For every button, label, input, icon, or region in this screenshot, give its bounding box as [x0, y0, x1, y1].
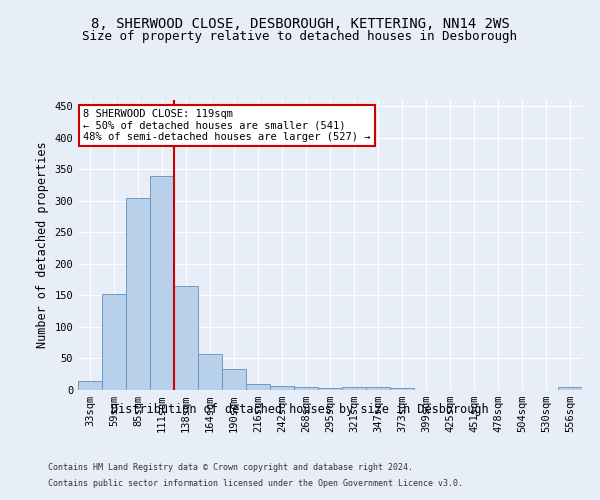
Y-axis label: Number of detached properties: Number of detached properties — [36, 142, 49, 348]
Text: 8, SHERWOOD CLOSE, DESBOROUGH, KETTERING, NN14 2WS: 8, SHERWOOD CLOSE, DESBOROUGH, KETTERING… — [91, 18, 509, 32]
Bar — [318, 388, 342, 390]
Text: Contains HM Land Registry data © Crown copyright and database right 2024.: Contains HM Land Registry data © Crown c… — [48, 464, 413, 472]
Bar — [126, 198, 150, 390]
Bar — [342, 387, 366, 390]
Bar — [222, 369, 246, 390]
Bar — [558, 388, 582, 390]
Bar — [174, 286, 198, 390]
Bar — [102, 294, 126, 390]
Bar — [294, 387, 318, 390]
Bar — [246, 384, 270, 390]
Text: 8 SHERWOOD CLOSE: 119sqm
← 50% of detached houses are smaller (541)
48% of semi-: 8 SHERWOOD CLOSE: 119sqm ← 50% of detach… — [83, 108, 371, 142]
Text: Contains public sector information licensed under the Open Government Licence v3: Contains public sector information licen… — [48, 478, 463, 488]
Text: Distribution of detached houses by size in Desborough: Distribution of detached houses by size … — [111, 402, 489, 415]
Bar — [270, 386, 294, 390]
Bar — [366, 387, 390, 390]
Bar — [390, 388, 414, 390]
Bar — [78, 380, 102, 390]
Text: Size of property relative to detached houses in Desborough: Size of property relative to detached ho… — [83, 30, 517, 43]
Bar — [150, 176, 174, 390]
Bar — [198, 354, 222, 390]
